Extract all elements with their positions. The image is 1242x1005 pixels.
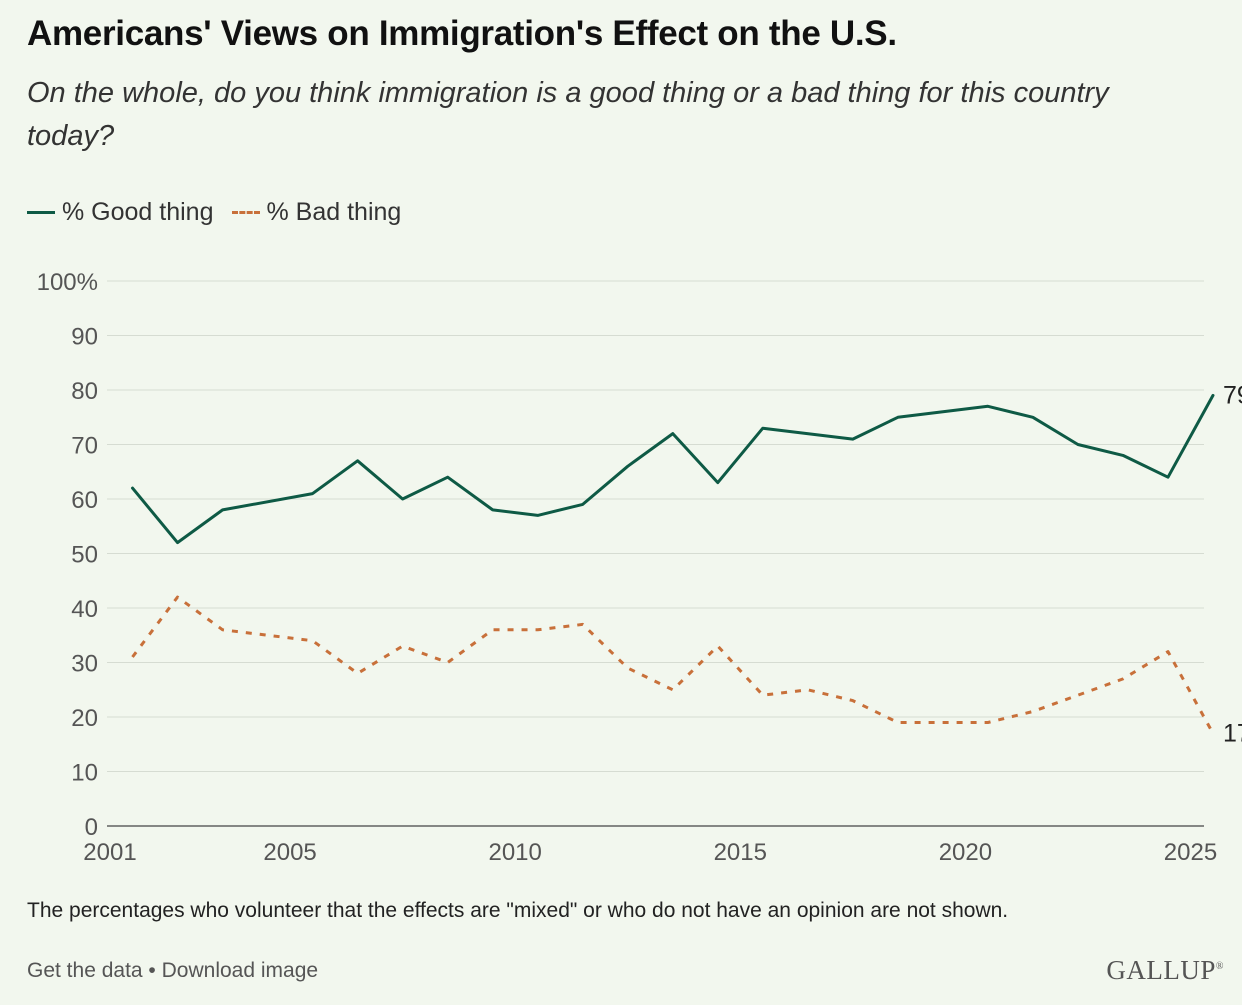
data-point-good: [984, 402, 992, 410]
data-point-good: [894, 413, 902, 421]
data-point-good: [354, 457, 362, 465]
y-tick-label: 30: [71, 651, 98, 678]
data-point-bad: [354, 669, 362, 677]
download-image-link[interactable]: Download image: [161, 959, 319, 982]
data-point-bad: [714, 642, 722, 650]
data-point-good: [624, 462, 632, 470]
data-point-bad: [849, 697, 857, 705]
x-tick-label: 2005: [263, 839, 316, 866]
data-point-good: [174, 539, 182, 547]
legend-swatch-good: [27, 211, 55, 214]
data-point-good: [399, 495, 407, 503]
y-tick-label: 0: [85, 814, 98, 841]
chart-title: Americans' Views on Immigration's Effect…: [27, 14, 897, 53]
data-point-bad: [984, 718, 992, 726]
y-tick-label: 90: [71, 324, 98, 351]
data-point-good: [534, 511, 542, 519]
gridlines: [107, 280, 1204, 772]
data-point-good: [444, 473, 452, 481]
data-point-bad: [399, 642, 407, 650]
data-point-good: [489, 506, 497, 514]
data-point-bad: [1029, 708, 1037, 716]
x-tick-label: 2020: [939, 839, 992, 866]
series-line-bad: [131, 595, 1215, 735]
data-point-good: [849, 435, 857, 443]
data-point-bad: [1119, 675, 1127, 683]
y-tick-label: 100%: [37, 269, 98, 296]
end-label-bad: 17: [1223, 719, 1242, 747]
data-point-bad: [174, 593, 182, 601]
data-point-bad: [1074, 691, 1082, 699]
footnote: The percentages who volunteer that the e…: [27, 899, 1009, 922]
gallup-logo-text: GALLUP: [1106, 955, 1216, 985]
gallup-logo: GALLUP®: [1106, 955, 1224, 986]
y-tick-label: 50: [71, 542, 98, 569]
data-point-bad: [219, 626, 227, 634]
link-separator: •: [142, 959, 162, 982]
data-point-bad: [894, 718, 902, 726]
data-point-bad: [579, 620, 587, 628]
data-point-good: [714, 479, 722, 487]
series: [129, 391, 1217, 737]
footer-links: Get the data • Download image: [27, 959, 318, 983]
data-point-good: [1209, 391, 1217, 399]
series-line-good: [131, 393, 1215, 545]
data-point-good: [1119, 451, 1127, 459]
x-tick-label: 2010: [488, 839, 541, 866]
y-tick-label: 70: [71, 433, 98, 460]
registered-mark: ®: [1215, 961, 1224, 972]
data-point-good: [219, 506, 227, 514]
data-point-bad: [129, 653, 137, 661]
legend-item-good: % Good thing: [27, 198, 214, 227]
axes: 0 10 20 30 40 50 60 70 80 90 100% 2001 2005 2010 2015 2…: [37, 269, 1218, 866]
data-point-bad: [669, 686, 677, 694]
data-labels: 79 17: [1223, 381, 1242, 747]
legend-label-bad: % Bad thing: [266, 198, 402, 226]
data-point-good: [759, 424, 767, 432]
data-point-bad: [309, 637, 317, 645]
y-tick-label: 60: [71, 487, 98, 514]
data-point-good: [309, 490, 317, 498]
data-point-bad: [489, 626, 497, 634]
data-point-bad: [759, 691, 767, 699]
y-tick-label: 10: [71, 760, 98, 787]
data-point-bad: [624, 664, 632, 672]
y-tick-label: 80: [71, 378, 98, 405]
y-tick-label: 40: [71, 596, 98, 623]
legend: % Good thing % Bad thing: [27, 198, 419, 227]
data-point-bad: [534, 626, 542, 634]
legend-item-bad: % Bad thing: [231, 198, 402, 227]
data-point-bad: [444, 659, 452, 667]
x-tick-label: 2001: [83, 839, 136, 866]
end-label-good: 79: [1223, 381, 1242, 409]
data-point-good: [1164, 473, 1172, 481]
chart-subtitle: On the whole, do you think immigration i…: [27, 77, 1109, 152]
data-point-bad: [804, 686, 812, 694]
data-point-good: [1074, 441, 1082, 449]
x-tick-label: 2025: [1164, 839, 1217, 866]
data-point-good: [129, 484, 137, 492]
x-tick-label: 2015: [714, 839, 767, 866]
data-point-good: [1029, 413, 1037, 421]
legend-label-good: % Good thing: [62, 198, 214, 226]
data-point-good: [579, 500, 587, 508]
y-tick-label: 20: [71, 705, 98, 732]
data-point-bad: [1209, 729, 1217, 737]
data-point-good: [669, 430, 677, 438]
data-point-bad: [1164, 648, 1172, 656]
legend-swatch-bad: [231, 211, 260, 214]
get-data-link[interactable]: Get the data: [27, 959, 143, 982]
